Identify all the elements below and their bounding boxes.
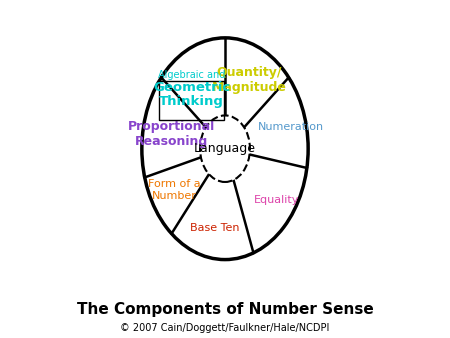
Text: Thinking: Thinking	[159, 95, 224, 107]
Text: Proportional
Reasoning: Proportional Reasoning	[128, 120, 216, 148]
Text: Base Ten: Base Ten	[190, 223, 240, 233]
Text: Equality: Equality	[254, 195, 299, 205]
Ellipse shape	[142, 38, 308, 260]
Text: Numeration: Numeration	[258, 122, 324, 132]
Text: Language: Language	[194, 142, 256, 155]
Text: Geometric: Geometric	[153, 81, 230, 94]
Text: © 2007 Cain/Doggett/Faulkner/Hale/NCDPI: © 2007 Cain/Doggett/Faulkner/Hale/NCDPI	[120, 323, 330, 333]
Text: Quantity/
Magnitude: Quantity/ Magnitude	[212, 66, 286, 94]
Ellipse shape	[200, 116, 250, 182]
Text: Algebraic and: Algebraic and	[158, 70, 225, 80]
Text: Form of a
Number: Form of a Number	[148, 179, 201, 200]
Text: The Components of Number Sense: The Components of Number Sense	[76, 302, 373, 317]
